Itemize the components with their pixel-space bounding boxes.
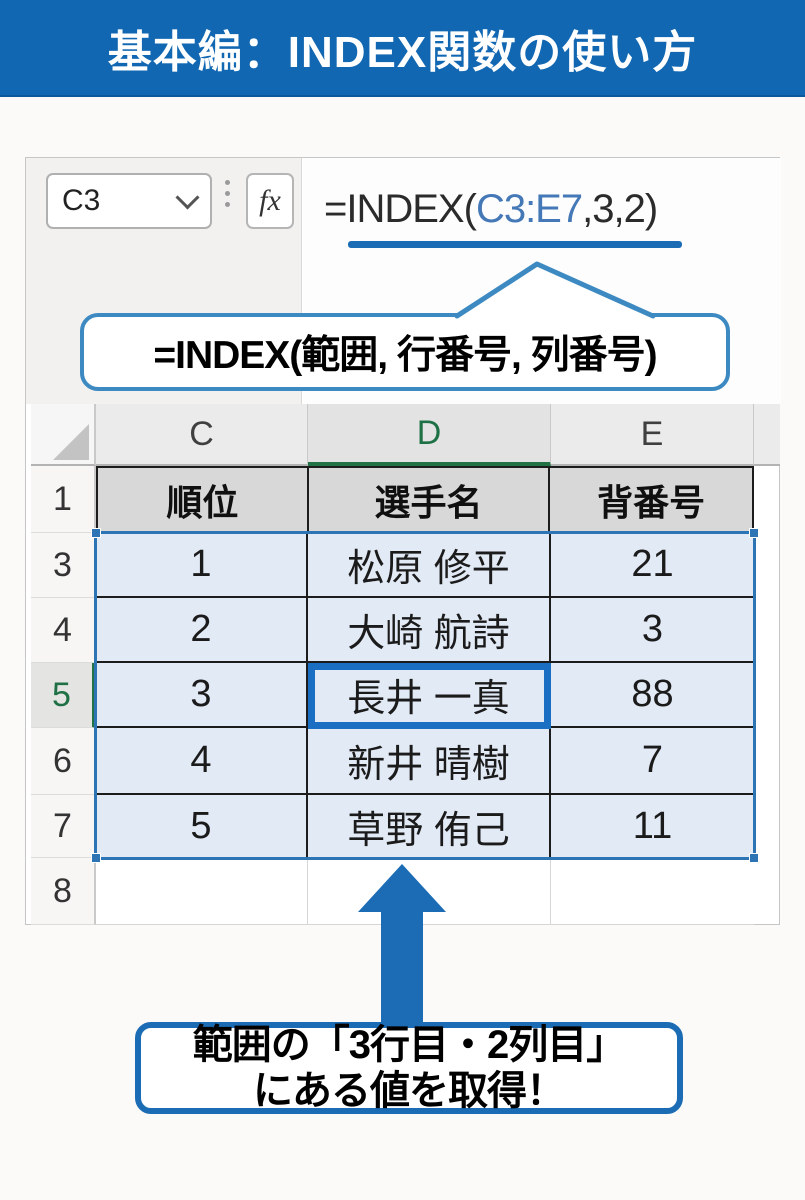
row-header-7[interactable]: 7 [31,795,96,858]
formula-text[interactable]: =INDEX(C3:E7,3,2) [324,180,658,238]
column-header-strip: C D E [26,404,781,466]
header-label: 背番号 [597,481,706,523]
cell-d3[interactable]: 松原 修平 [308,533,551,596]
row-header-5[interactable]: 5 [31,663,96,728]
result-line-2: にある値を取得！ [253,1069,566,1113]
select-all-corner[interactable] [31,404,96,466]
cell-value: 4 [190,739,212,781]
formula-suffix: ,3,2) [582,186,658,231]
row-number: 7 [53,806,72,845]
cell-c6[interactable]: 4 [96,728,308,793]
table-row-empty [96,858,754,925]
cell-value: 大崎 航詩 [347,613,510,655]
table-row: 5 草野 侑己 11 [96,795,754,858]
cell-d8[interactable] [308,858,551,924]
column-letter: D [416,413,442,452]
chevron-down-icon[interactable] [175,184,200,210]
cell-value: 88 [631,673,674,715]
table-row: 2 大崎 航詩 3 [96,598,754,663]
fx-button[interactable]: fx [246,173,294,229]
up-arrow-icon [358,864,446,1024]
formula-underline [348,241,682,248]
header-label: 選手名 [374,481,483,523]
row-header-4[interactable]: 4 [31,598,96,663]
cell-e6[interactable]: 7 [551,728,754,793]
cell-value: 松原 修平 [347,548,510,590]
name-box-value: C3 [62,184,101,217]
cell-c5[interactable]: 3 [96,663,308,726]
formula-prefix: =INDEX( [324,186,477,231]
cell-value: 草野 侑己 [347,810,510,852]
cell-e7[interactable]: 11 [551,795,754,858]
page-title: 基本編：INDEX関数の使い方 [107,27,698,77]
separator-dots-icon [224,180,230,207]
cell-d5[interactable]: 長井 一真 [308,663,551,726]
table-row: 1 松原 修平 21 [96,533,754,598]
row-header-3[interactable]: 3 [31,533,96,598]
cell-e8[interactable] [551,858,754,924]
table-row: 3 長井 一真 88 [96,663,754,728]
cell-value: 5 [190,805,212,847]
cell-c7[interactable]: 5 [96,795,308,858]
cell-e1[interactable]: 背番号 [550,468,753,531]
title-bar: 基本編：INDEX関数の使い方 [0,0,805,97]
name-box[interactable]: C3 [46,173,212,229]
cell-value: 2 [190,608,212,650]
row-header-6[interactable]: 6 [31,728,96,795]
cell-value: 3 [190,673,212,715]
row-number: 4 [53,610,72,649]
column-header-d[interactable]: D [308,404,551,466]
cell-d6[interactable]: 新井 晴樹 [308,728,551,793]
cell-value: 11 [632,805,673,847]
cell-value: 長井 一真 [347,678,510,720]
cell-c8[interactable] [96,858,308,924]
table-header-row: 順位 選手名 背番号 [96,466,754,533]
row-number: 3 [53,545,72,584]
cell-value: 新井 晴樹 [347,744,510,786]
row-number: 5 [52,675,71,714]
cell-d1[interactable]: 選手名 [308,468,551,531]
column-letter: E [640,414,664,453]
row-number: 8 [53,871,72,910]
result-callout: 範囲の「3行目・2列目」 にある値を取得！ [135,1022,683,1114]
row-number: 1 [53,479,72,518]
cell-c1[interactable]: 順位 [98,468,309,531]
cell-e4[interactable]: 3 [551,598,754,661]
header-label: 順位 [166,481,239,523]
cell-value: 1 [190,543,212,585]
formula-range-ref: C3:E7 [475,186,583,231]
column-header-c[interactable]: C [96,404,308,466]
table-row: 4 新井 晴樹 7 [96,728,754,795]
cell-c3[interactable]: 1 [96,533,308,596]
column-letter: C [189,414,214,453]
cell-value: 7 [641,739,664,781]
result-line-1: 範囲の「3行目・2列目」 [192,1023,626,1067]
syntax-text: =INDEX(範囲, 行番号, 列番号) [153,334,657,377]
column-header-f[interactable] [754,404,780,466]
row-header-1[interactable]: 1 [31,466,96,533]
row-number: 6 [53,741,72,780]
syntax-callout: =INDEX(範囲, 行番号, 列番号) [80,313,730,391]
column-header-e[interactable]: E [551,404,754,466]
cell-d7[interactable]: 草野 侑己 [308,795,551,858]
callout-pointer-icon [454,261,656,321]
cell-e3[interactable]: 21 [551,533,754,596]
fx-label: fx [259,184,281,217]
cell-value: 3 [641,608,664,650]
cell-d4[interactable]: 大崎 航詩 [308,598,551,661]
cell-e5[interactable]: 88 [551,663,754,726]
cell-value: 21 [631,543,674,585]
cell-c4[interactable]: 2 [96,598,308,661]
row-header-8[interactable]: 8 [31,858,96,925]
